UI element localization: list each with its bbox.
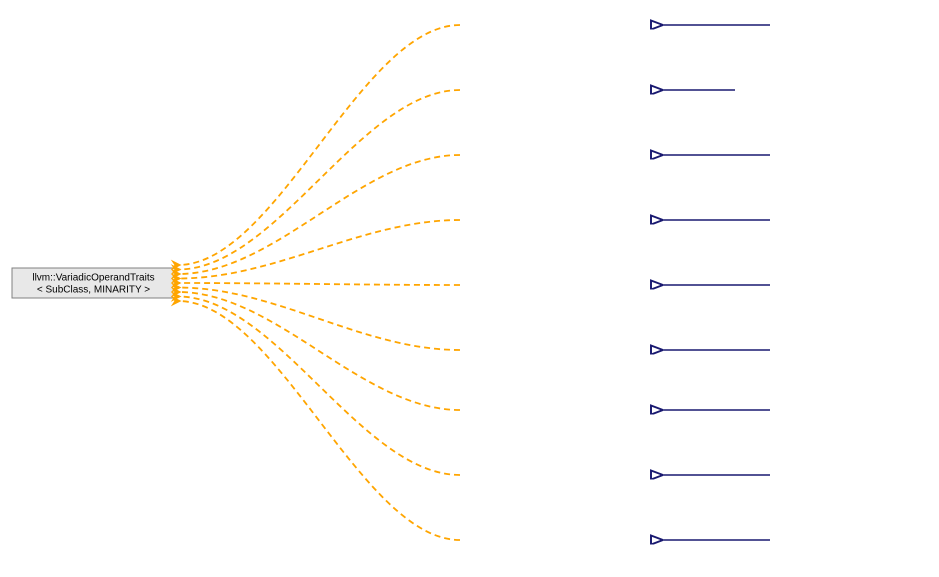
dependency-edge	[178, 301, 460, 540]
dependency-edge	[178, 292, 460, 410]
inheritance-diagram: llvm::VariadicOperandTraits < SubClass, …	[0, 0, 939, 577]
root-label-line1: llvm::VariadicOperandTraits	[32, 273, 154, 284]
edges-group	[178, 25, 770, 540]
root-node: llvm::VariadicOperandTraits < SubClass, …	[12, 268, 175, 298]
dependency-edge	[178, 220, 460, 279]
dependency-edge	[178, 155, 460, 274]
dependency-edge	[178, 90, 460, 270]
root-label-line2: < SubClass, MINARITY >	[37, 285, 150, 296]
dependency-edge	[178, 25, 460, 265]
dependency-edge	[178, 283, 460, 285]
dependency-edge	[178, 297, 460, 476]
dependency-edge	[178, 288, 460, 351]
